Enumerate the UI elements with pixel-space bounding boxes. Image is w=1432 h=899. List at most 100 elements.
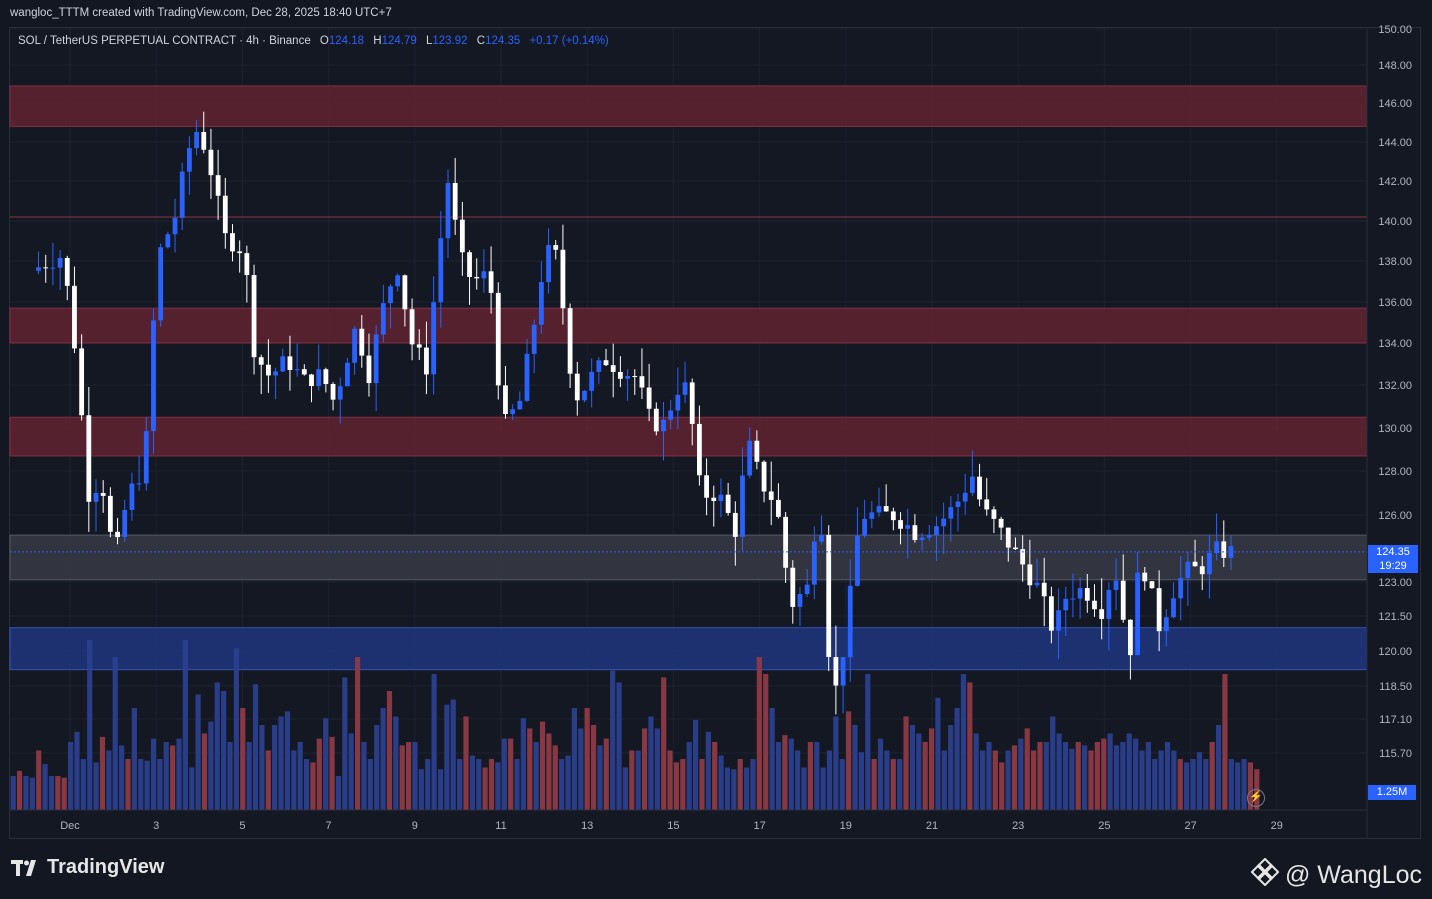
candle-body [646, 387, 652, 409]
volume-bar [106, 750, 112, 810]
volume-bar [170, 745, 176, 810]
volume-bar [629, 750, 635, 810]
x-tick-label-13: 27 [1184, 820, 1196, 832]
candle-body [955, 501, 961, 508]
lightning-icon[interactable]: ⚡ [1247, 789, 1265, 807]
volume-bar [119, 745, 125, 810]
candle-body [194, 131, 199, 149]
volume-bar [418, 769, 424, 810]
candle-body [804, 584, 810, 595]
candle-body [969, 476, 975, 493]
candle-body [941, 518, 947, 527]
candle-body [165, 234, 171, 248]
candle-body [301, 369, 307, 375]
candle-body [503, 385, 508, 414]
volume-bar [1222, 674, 1228, 810]
volume-bar [775, 742, 782, 810]
volume-bar [246, 742, 252, 810]
candle-body [488, 271, 494, 293]
candle-body [1084, 588, 1090, 601]
candle-body [143, 431, 149, 484]
y-tick-label-16: 118.50 [1379, 681, 1412, 693]
volume-bar [16, 770, 23, 810]
volume-bar [922, 742, 928, 810]
candle-body [1041, 582, 1047, 597]
volume-bar [144, 760, 150, 810]
candle-body [345, 362, 350, 387]
volume-bar [48, 776, 55, 810]
candle-body [373, 334, 379, 384]
candle-body [316, 369, 322, 387]
volume-bar [661, 677, 667, 810]
low-value: 123.92 [432, 35, 468, 47]
volume-bar [80, 759, 86, 810]
volume-bar [763, 674, 769, 810]
candle-body [596, 360, 602, 372]
candle-body [819, 534, 824, 542]
candle-body [258, 357, 264, 365]
open-label: O [319, 35, 329, 47]
volume-bar [597, 745, 603, 810]
candle-body [862, 518, 868, 536]
y-tick-label-11: 128.00 [1378, 466, 1412, 478]
x-tick-label-8: 17 [753, 820, 765, 832]
candle-body [811, 541, 817, 585]
volume-bar [871, 759, 877, 810]
volume-bar [935, 697, 941, 810]
candle-body [215, 175, 221, 196]
y-tick-label-10: 130.00 [1378, 423, 1412, 435]
candle-body [574, 373, 580, 401]
candle-body [359, 328, 365, 356]
candle-body [1185, 561, 1191, 579]
volume-bar [686, 742, 692, 810]
y-tick-label-13: 123.00 [1378, 577, 1412, 589]
volume-bar [1241, 759, 1247, 810]
volume-bar [635, 750, 641, 810]
volume-bar [514, 759, 520, 810]
volume-bar [1069, 748, 1075, 810]
zone-support-4 [9, 627, 1368, 671]
candle-body [538, 282, 544, 325]
candle-body [1178, 578, 1184, 599]
volume-bar [750, 759, 756, 810]
candle-body [582, 390, 587, 401]
candle-body [129, 483, 135, 510]
candle-body [524, 353, 530, 401]
candle-body [395, 275, 401, 287]
candle-body [761, 461, 767, 492]
candle-body [388, 286, 393, 304]
candle-body [1163, 617, 1169, 632]
volume-bar [718, 755, 724, 810]
volume-bar [546, 733, 552, 810]
volume-bar [1024, 728, 1030, 810]
volume-bar [667, 750, 673, 810]
candle-body [510, 409, 516, 414]
high-value: 124.79 [381, 35, 417, 47]
volume-bar [1158, 750, 1164, 810]
volume-bar [1215, 725, 1222, 810]
tradingview-logo[interactable]: TradingView [11, 856, 164, 879]
volume-bar [699, 759, 705, 810]
zone-current-3 [9, 534, 1368, 581]
candle-body [72, 285, 77, 349]
volume-bar [367, 759, 373, 810]
candle-body [553, 245, 559, 250]
volume-bar [654, 728, 660, 810]
volume-bar [437, 769, 444, 810]
candle-body [661, 419, 666, 432]
candle-body [1207, 553, 1212, 575]
volume-bar [967, 682, 973, 810]
volume-bar [291, 750, 297, 810]
volume-bar [131, 708, 137, 810]
volume-bar [469, 755, 475, 810]
volume-bar [1247, 762, 1254, 810]
volume-bar [361, 742, 367, 810]
candle-body [718, 494, 724, 501]
volume-bar [1037, 742, 1043, 810]
volume-bar [1209, 742, 1215, 810]
candle-body [984, 499, 990, 510]
candle-body [1077, 588, 1083, 599]
volume-bar [495, 762, 501, 810]
candle-body [1142, 572, 1148, 582]
